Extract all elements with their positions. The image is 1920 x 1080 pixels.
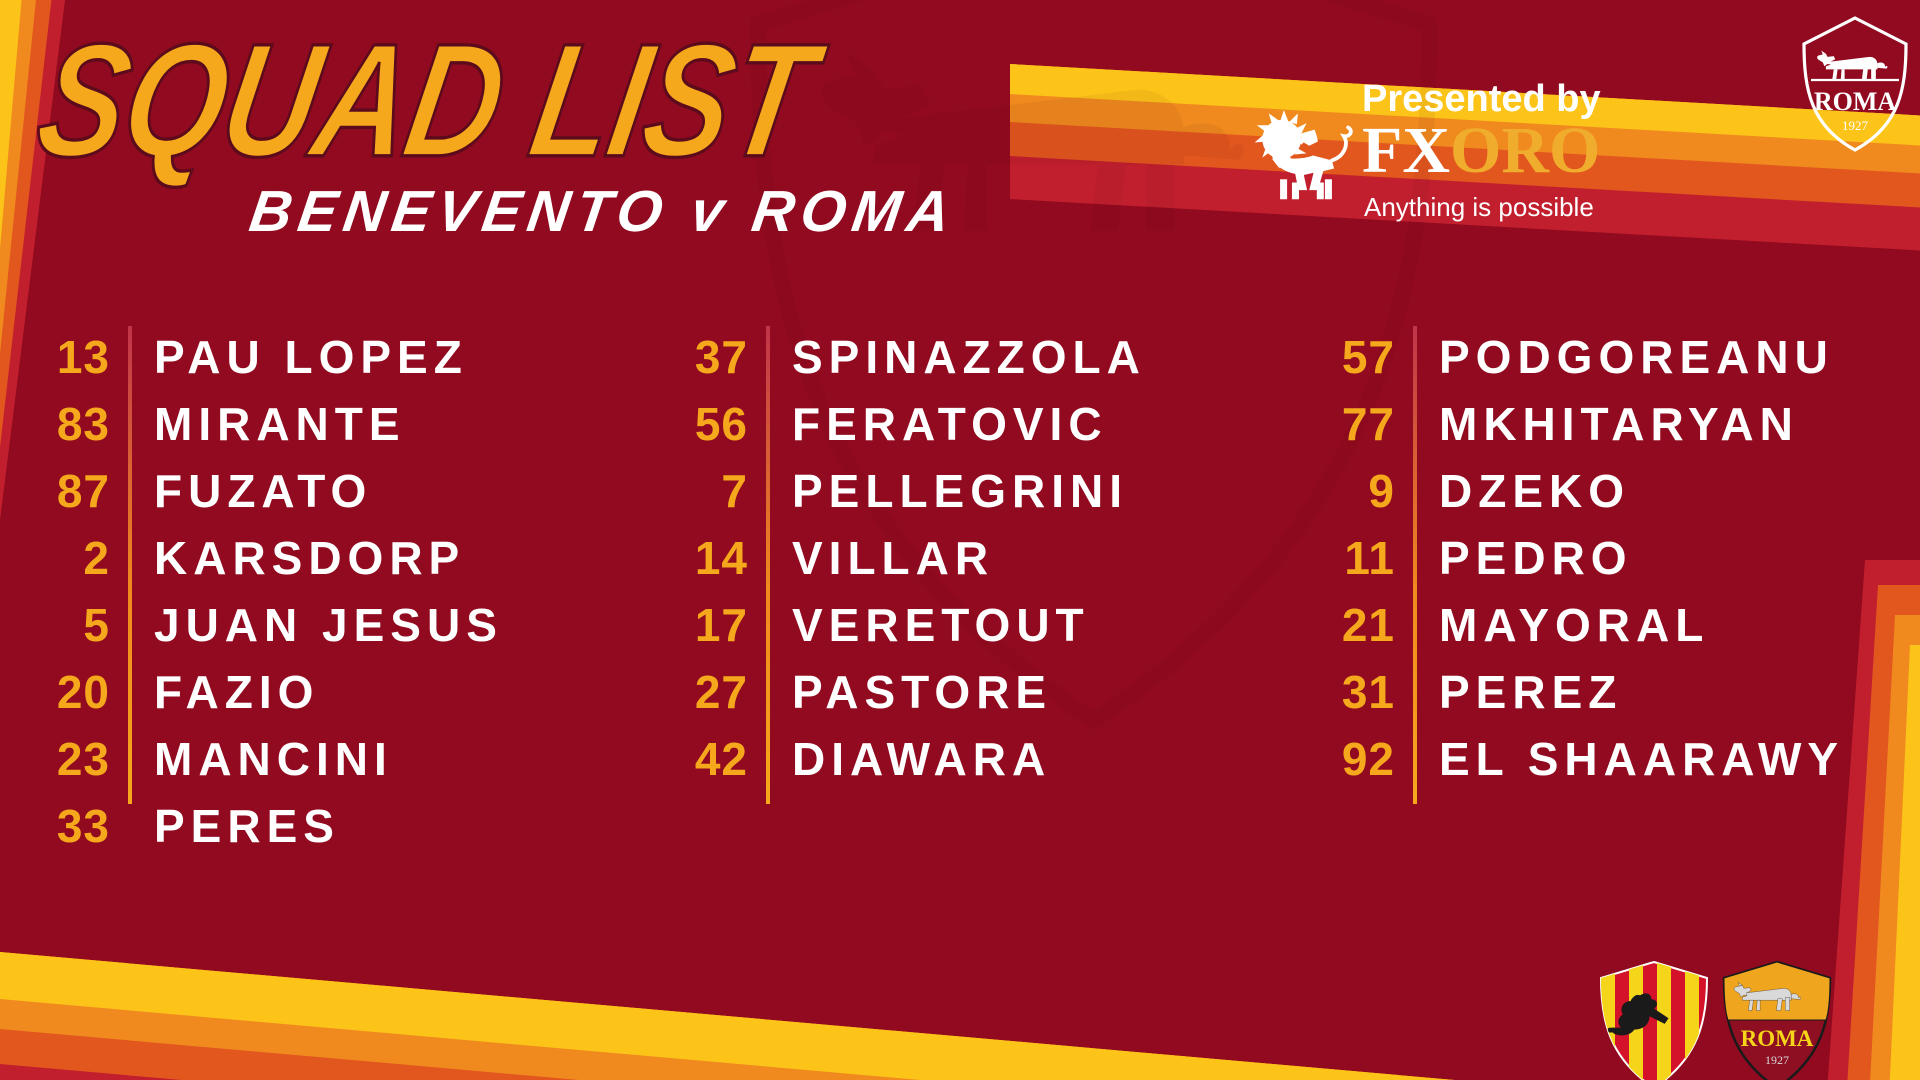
svg-text:ROMA: ROMA [1814,87,1897,116]
svg-text:ROMA: ROMA [1741,1026,1814,1051]
svg-text:1927: 1927 [1842,118,1869,133]
svg-text:1927: 1927 [1765,1053,1789,1067]
